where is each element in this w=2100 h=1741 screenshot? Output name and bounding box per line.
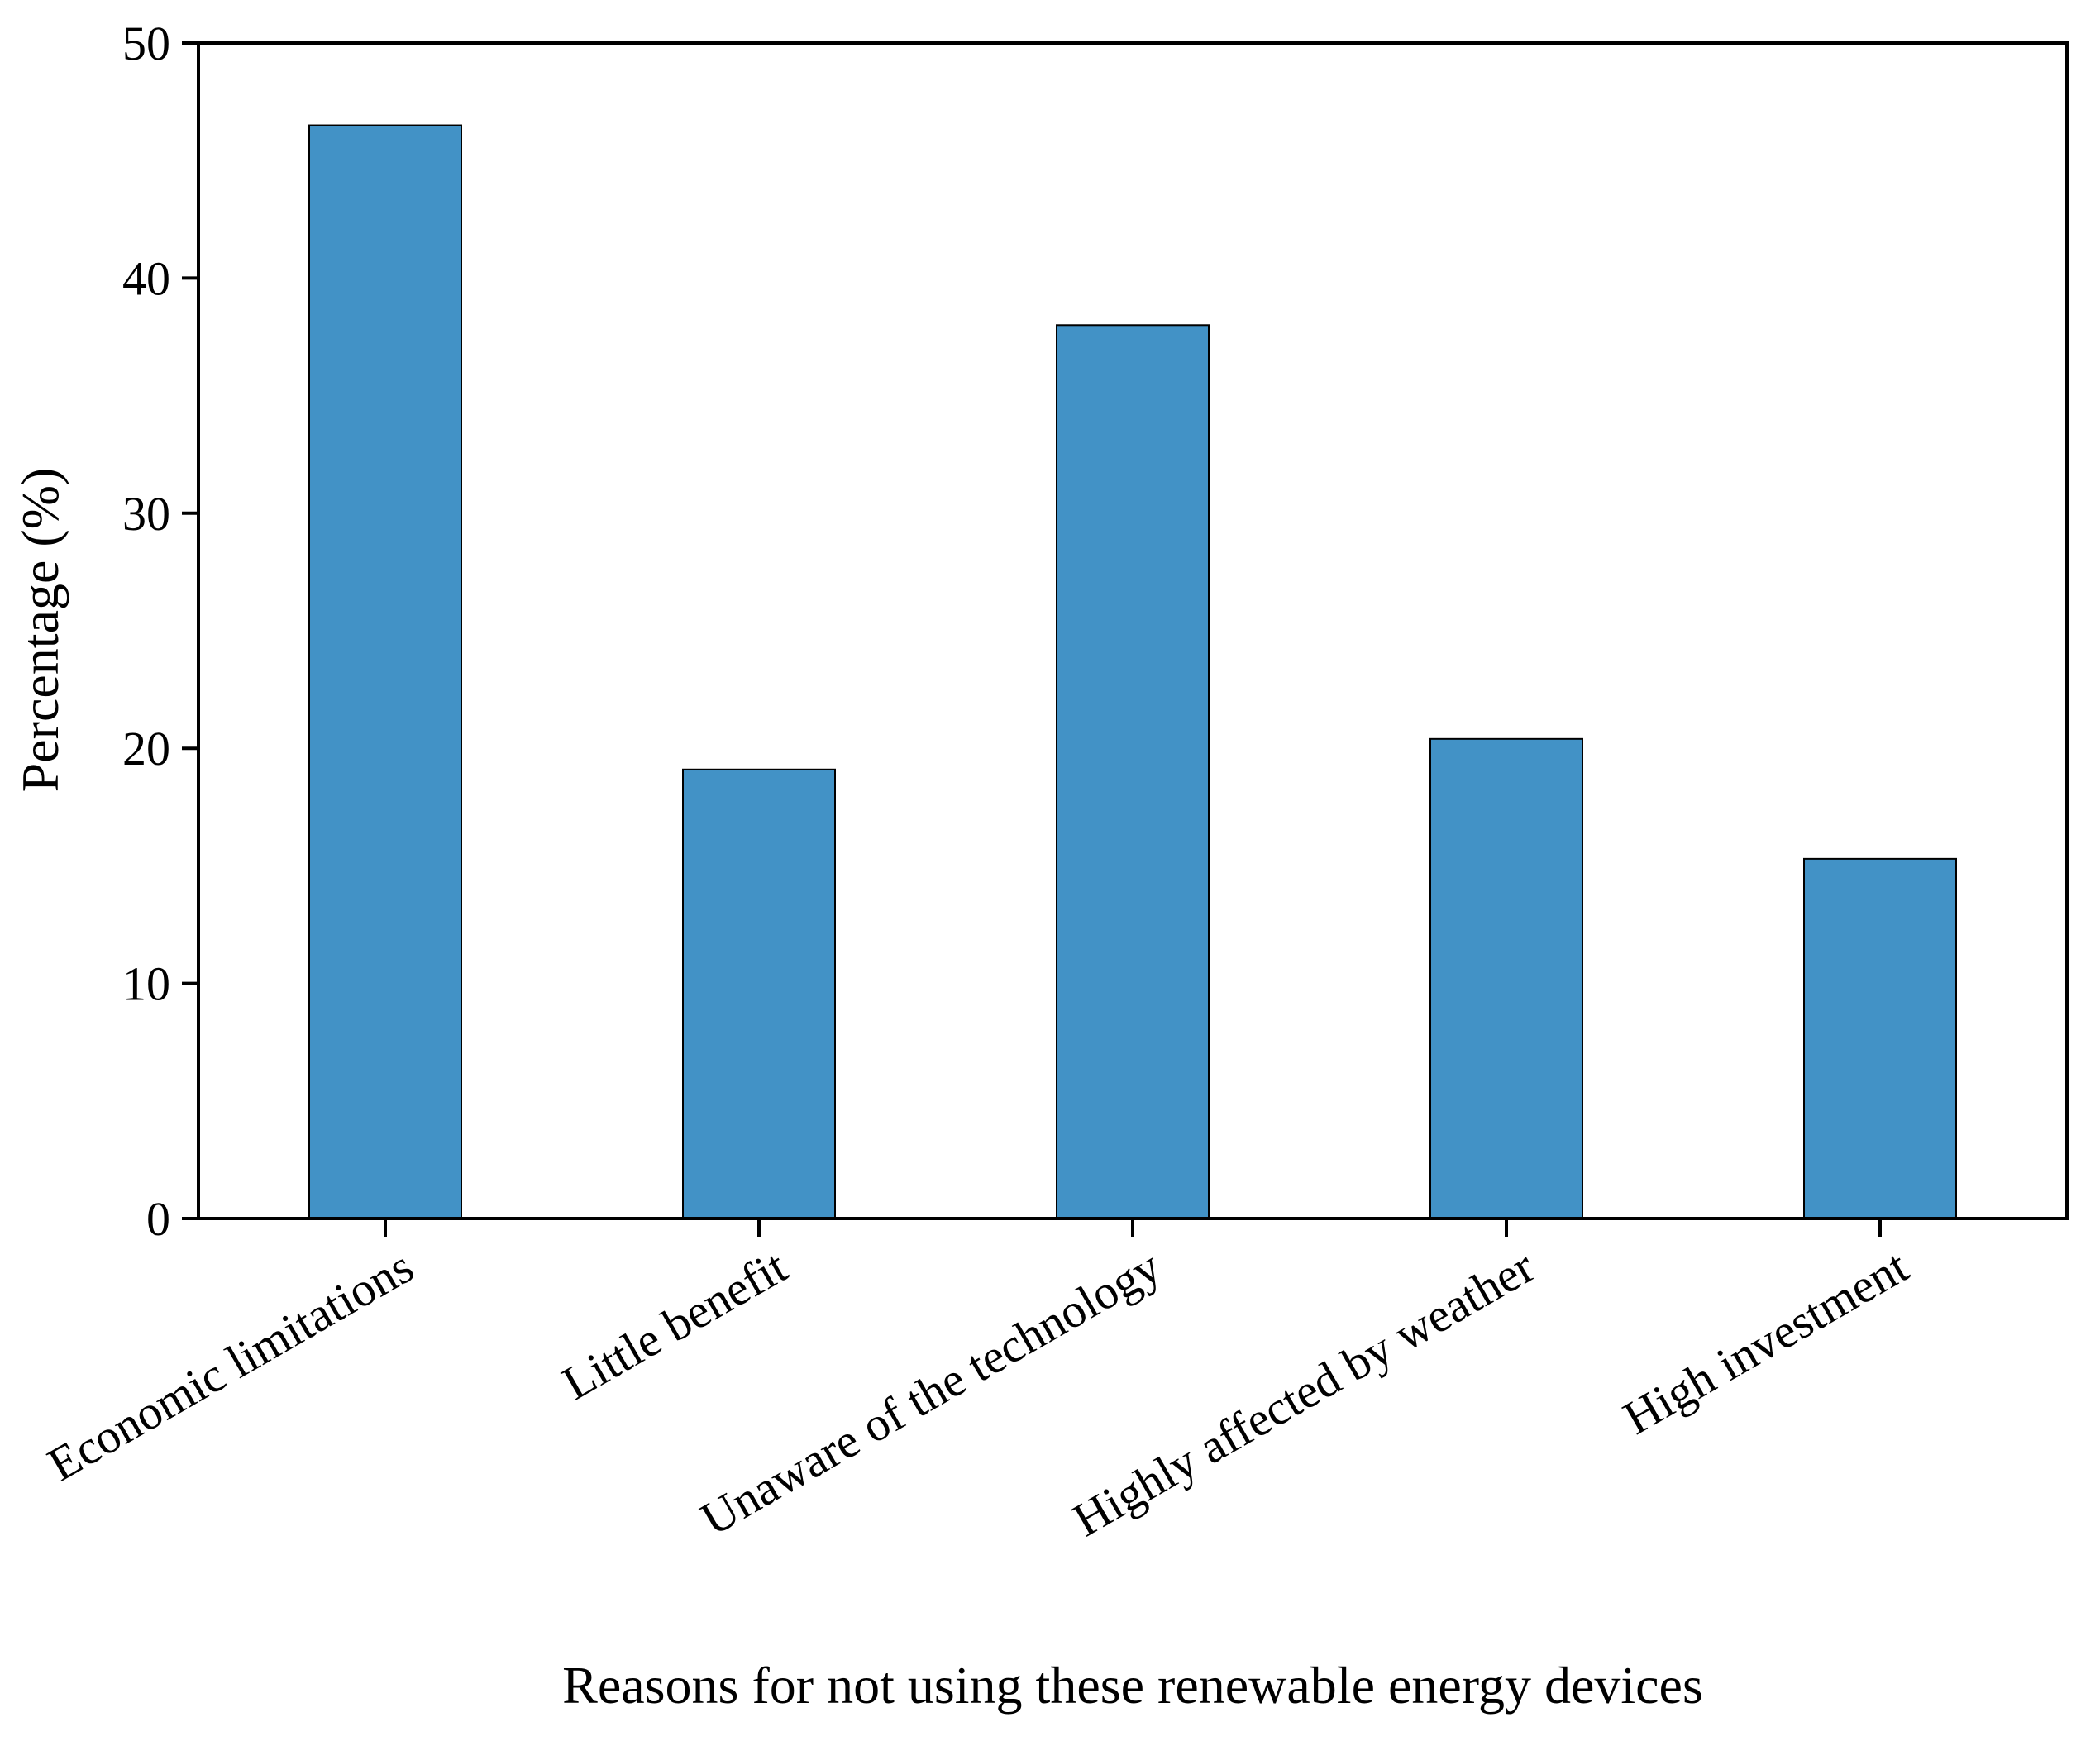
y-tick-label: 10 [122, 957, 170, 1011]
bar-3 [1056, 324, 1210, 1219]
bar-5 [1803, 857, 1957, 1220]
y-tick-label: 30 [122, 487, 170, 541]
bar-2 [682, 768, 836, 1219]
y-tick-label: 0 [146, 1192, 170, 1246]
x-tick-label: Little benefit [553, 1239, 795, 1410]
bars-layer [308, 124, 1957, 1220]
bar-4 [1429, 737, 1583, 1219]
bar-1 [308, 124, 462, 1219]
x-axis: Economic limitations Little benefitUnawar… [39, 1219, 1917, 1547]
y-tick-label: 50 [122, 17, 170, 70]
y-tick-label: 20 [122, 722, 170, 775]
x-axis-title: Reasons for not using these renewable en… [562, 1656, 1703, 1715]
y-axis-title: Percentage (%) [11, 468, 69, 793]
x-tick-label: Economic limitations [39, 1239, 422, 1491]
y-axis: 0 10 20 30 40 50 [122, 17, 198, 1246]
y-tick-label: 40 [122, 251, 170, 305]
x-tick-label: High investment [1615, 1239, 1917, 1445]
